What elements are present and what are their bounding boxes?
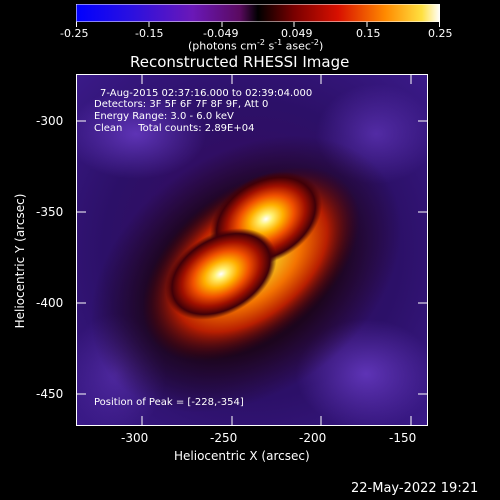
colorbar	[76, 4, 440, 22]
x-tick-label: -200	[299, 431, 327, 445]
y-tick-label: -450	[36, 387, 64, 401]
colorbar-tick-label: -0.15	[135, 27, 164, 40]
x-tick-label: -150	[389, 431, 417, 445]
y-tick-label: -300	[36, 114, 64, 128]
colorbar-tick-label: 0.15	[356, 27, 381, 40]
peak-position-text: Position of Peak = [-228,-354]	[94, 397, 244, 408]
colorbar-ticks	[76, 22, 440, 27]
info-line: Energy Range: 3.0 - 6.0 keV	[94, 111, 234, 122]
colorbar-tick-label: 0.25	[428, 27, 453, 40]
colorbar-units-label: (photons cm-2 s-1 asec-2)	[188, 38, 324, 53]
colorbar-tick-label: -0.049	[203, 27, 239, 40]
y-tick-label: -400	[36, 296, 64, 310]
x-axis-label: Heliocentric X (arcsec)	[174, 449, 310, 463]
colorbar-tick-label: 0.049	[281, 27, 313, 40]
info-line: Detectors: 3F 5F 6F 7F 8F 9F, Att 0	[94, 99, 269, 110]
x-tick-label: -250	[210, 431, 238, 445]
info-line: Clean Total counts: 2.89E+04	[94, 123, 255, 134]
plot-title: Reconstructed RHESSI Image	[130, 53, 350, 71]
axis-ticks	[76, 74, 428, 426]
rhessi-image	[76, 74, 428, 426]
info-line: 7-Aug-2015 02:37:16.000 to 02:39:04.000	[100, 88, 313, 99]
colorbar-tick-label: -0.25	[60, 27, 89, 40]
y-axis-label: Heliocentric Y (arcsec)	[13, 193, 27, 329]
y-tick-label: -350	[36, 205, 64, 219]
timestamp: 22-May-2022 19:21	[351, 481, 479, 496]
x-tick-label: -300	[121, 431, 149, 445]
